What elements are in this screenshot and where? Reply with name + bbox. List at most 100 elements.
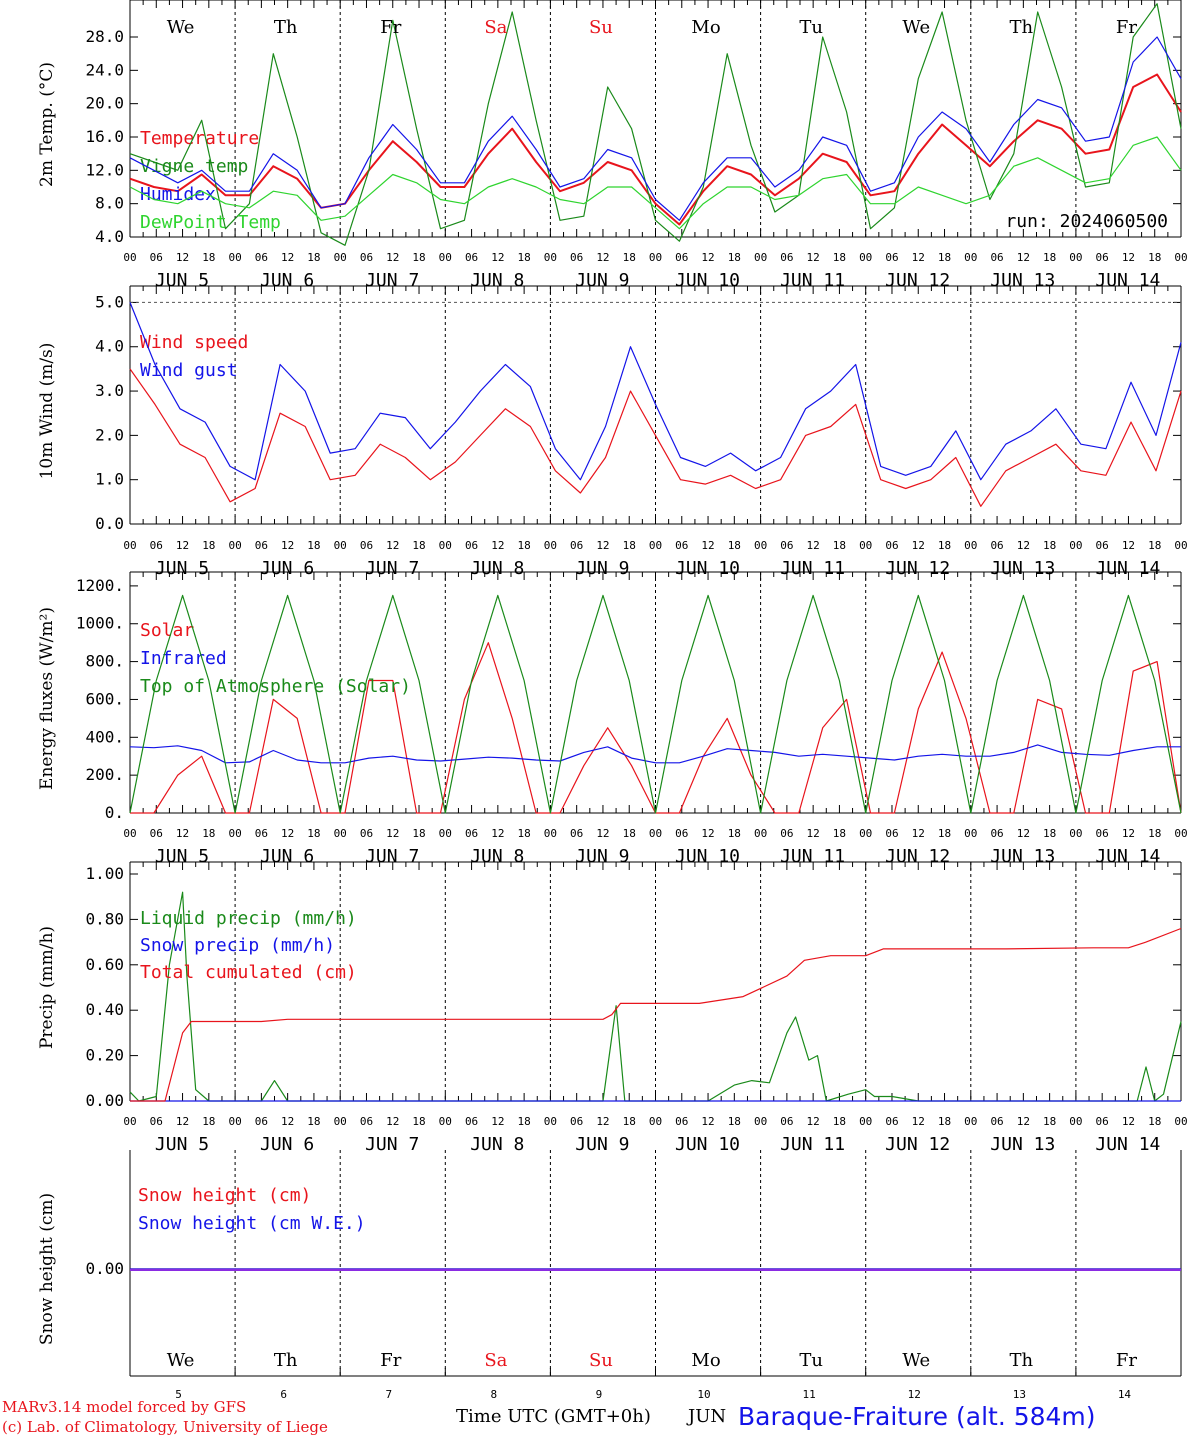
hour-tick-label: 12 (807, 539, 820, 552)
y-tick-label: 0.00 (85, 1259, 124, 1278)
hour-tick-label: 18 (1148, 1115, 1161, 1128)
hour-tick-label: 06 (255, 251, 268, 264)
weekday-label-top: We (167, 17, 195, 38)
footer-month: JUN (688, 1406, 727, 1427)
date-label: JUN 5 (155, 1134, 209, 1155)
hour-tick-label: 00 (439, 539, 452, 552)
hour-tick-label: 06 (570, 1115, 583, 1128)
legend-entry: DewPoint Temp (140, 212, 281, 233)
series-line-humidex (129, 36, 1182, 221)
date-label: JUN 10 (675, 558, 740, 579)
bottom-date-label: 11 (803, 1388, 816, 1401)
hour-tick-label: 12 (491, 827, 504, 840)
hour-tick-label: 12 (281, 1115, 294, 1128)
hour-tick-label: 06 (1096, 539, 1109, 552)
hour-tick-label: 18 (833, 827, 846, 840)
hour-tick-label: 06 (465, 539, 478, 552)
hour-tick-label: 00 (649, 1115, 662, 1128)
hour-tick-label: 06 (150, 827, 163, 840)
hour-tick-label: 00 (439, 1115, 452, 1128)
weekday-label-top: Fr (1116, 17, 1137, 38)
hour-tick-label: 12 (596, 251, 609, 264)
hour-tick-label: 12 (1017, 539, 1030, 552)
y-axis-label: Energy fluxes (W/m²) (37, 607, 57, 790)
hour-tick-label: 06 (570, 539, 583, 552)
date-label: JUN 9 (575, 846, 629, 867)
hour-tick-label: 00 (228, 1115, 241, 1128)
date-label: JUN 7 (365, 846, 419, 867)
legend-entry: Vigne temp (140, 156, 248, 177)
hour-tick-label: 18 (518, 827, 531, 840)
hour-tick-label: 12 (176, 827, 189, 840)
hour-tick-label: 00 (123, 1115, 136, 1128)
y-tick-label: 3.0 (95, 381, 124, 400)
hour-tick-label: 00 (544, 827, 557, 840)
hour-tick-label: 12 (491, 539, 504, 552)
hour-tick-label: 06 (990, 1115, 1003, 1128)
hour-tick-label: 00 (859, 251, 872, 264)
hour-tick-label: 06 (780, 539, 793, 552)
date-label: JUN 14 (1095, 1134, 1160, 1155)
hour-tick-label: 06 (1096, 251, 1109, 264)
hour-tick-label: 18 (623, 251, 636, 264)
hour-tick-label: 18 (412, 539, 425, 552)
hour-tick-label: 12 (1122, 539, 1135, 552)
y-tick-label: 24.0 (85, 60, 124, 79)
legend-entry: Snow height (cm W.E.) (138, 1213, 366, 1234)
hour-tick-label: 00 (964, 251, 977, 264)
hour-tick-label: 18 (1148, 251, 1161, 264)
y-tick-label: 0.0 (95, 514, 124, 533)
series-line-temperature (129, 73, 1182, 226)
bottom-date-label: 7 (385, 1388, 392, 1401)
y-axis-label: 2m Temp. (°C) (37, 62, 57, 187)
hour-tick-label: 06 (465, 827, 478, 840)
date-label: JUN 10 (675, 1134, 740, 1155)
date-label: JUN 7 (365, 558, 419, 579)
hour-tick-label: 06 (465, 1115, 478, 1128)
y-tick-label: 0.60 (85, 955, 124, 974)
hour-tick-label: 18 (1148, 539, 1161, 552)
hour-tick-label: 00 (1069, 1115, 1082, 1128)
legend-entry: Wind gust (140, 360, 238, 381)
hour-tick-label: 06 (360, 539, 373, 552)
hour-tick-label: 00 (228, 827, 241, 840)
legend-entry: Wind speed (140, 332, 248, 353)
hour-tick-label: 18 (938, 1115, 951, 1128)
y-tick-label: 20.0 (85, 94, 124, 113)
hour-tick-label: 18 (307, 251, 320, 264)
hour-tick-label: 06 (150, 1115, 163, 1128)
hour-tick-label: 18 (1043, 251, 1056, 264)
y-tick-label: 0.20 (85, 1046, 124, 1065)
hour-tick-label: 18 (518, 539, 531, 552)
hour-tick-label: 00 (439, 251, 452, 264)
hour-tick-label: 12 (807, 827, 820, 840)
weekday-label-bottom: Tu (799, 1350, 823, 1371)
date-label: JUN 10 (675, 846, 740, 867)
hour-tick-label: 00 (123, 827, 136, 840)
hour-tick-label: 00 (754, 251, 767, 264)
series-line-infrared (129, 744, 1181, 764)
hour-tick-label: 12 (281, 539, 294, 552)
hour-tick-label: 18 (728, 827, 741, 840)
legend-entry: Solar (140, 620, 194, 641)
date-label: JUN 6 (260, 270, 314, 291)
hour-tick-label: 12 (491, 1115, 504, 1128)
bottom-date-label: 6 (280, 1388, 287, 1401)
y-tick-label: 600. (85, 689, 124, 708)
hour-tick-label: 00 (1069, 827, 1082, 840)
hour-tick-label: 06 (150, 251, 163, 264)
date-label: JUN 13 (990, 270, 1055, 291)
date-label: JUN 11 (780, 558, 845, 579)
hour-tick-label: 18 (202, 1115, 215, 1128)
hour-tick-label: 00 (754, 539, 767, 552)
hour-tick-label: 12 (596, 1115, 609, 1128)
bottom-date-label: 9 (596, 1388, 603, 1401)
hour-tick-label: 06 (150, 539, 163, 552)
weekday-label-top: Sa (484, 17, 507, 38)
y-tick-label: 12.0 (85, 160, 124, 179)
hour-tick-label: 18 (202, 251, 215, 264)
date-label: JUN 5 (155, 558, 209, 579)
hour-tick-label: 00 (964, 1115, 977, 1128)
hour-tick-label: 12 (1017, 827, 1030, 840)
hour-tick-label: 18 (623, 827, 636, 840)
